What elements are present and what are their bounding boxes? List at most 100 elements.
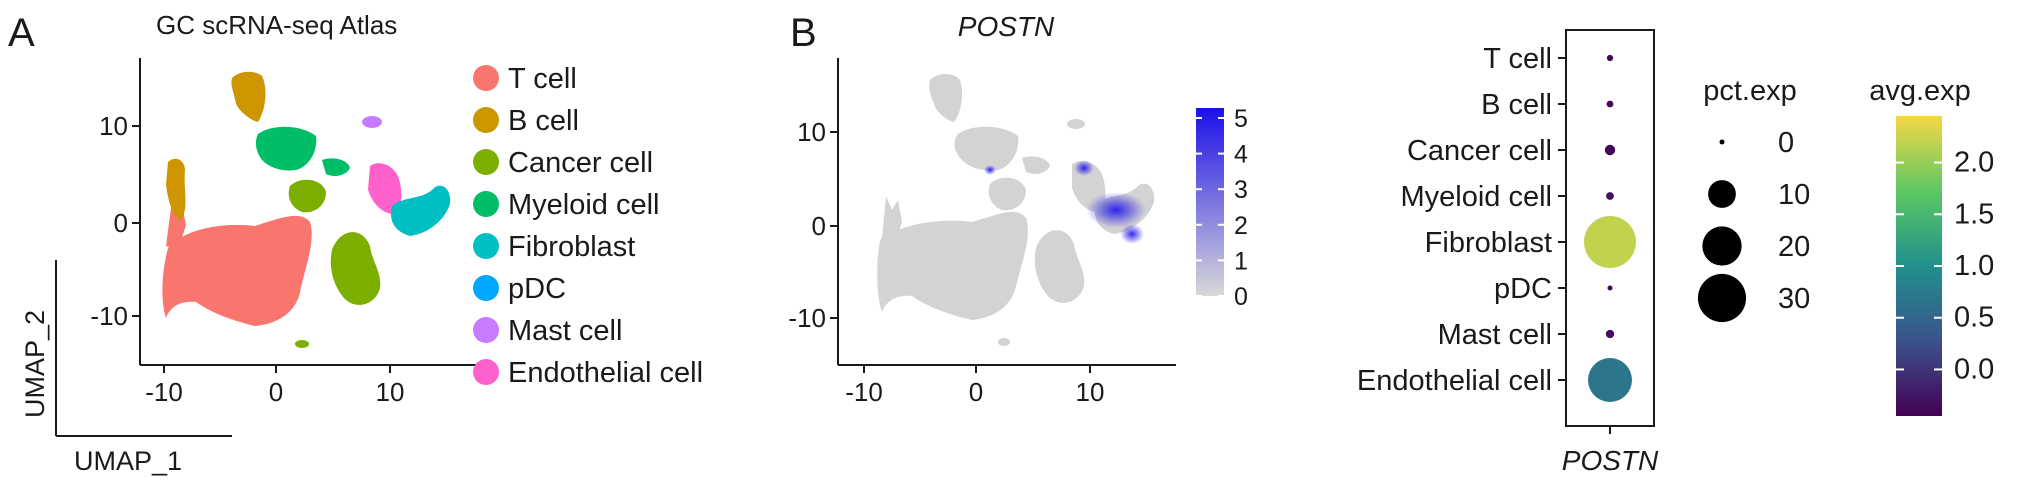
dot-mark	[1607, 285, 1613, 291]
avg-exp-tick-label: 0.5	[1954, 302, 1994, 334]
feature-y-ticks: 10 0 -10	[788, 117, 838, 333]
dot-plot-rows: T cell B cell Cancer cell Myeloid cell Fibro…	[1357, 43, 1636, 402]
legend-swatch	[473, 65, 499, 91]
feature-colorbar: 0 1 2 3 4 5	[1196, 105, 1248, 311]
panel-letter-b: B	[790, 11, 817, 55]
postn-expression-cluster	[1120, 224, 1144, 244]
colorbar-tick-label: 1	[1234, 247, 1248, 275]
dot-y-tick-label: Endothelial cell	[1357, 365, 1552, 397]
legend-swatch	[473, 275, 499, 301]
colorbar-tick-label: 4	[1234, 141, 1248, 169]
postn-expression-cluster	[1086, 192, 1146, 228]
dot-y-tick-label: pDC	[1494, 273, 1552, 305]
postn-expression-cluster	[984, 165, 996, 175]
panel-b: B POSTN -10 0 1	[788, 11, 1248, 407]
legend-label: Mast cell	[508, 315, 622, 347]
cluster-endothelial	[368, 163, 402, 214]
feature-blob	[988, 177, 1026, 211]
colorbar-tick-label: 0	[1234, 283, 1248, 311]
pct-exp-legend-dot	[1702, 226, 1742, 266]
legend-label: Fibroblast	[508, 231, 635, 263]
legend-swatch	[473, 191, 499, 217]
cluster-mast-cell	[362, 116, 382, 128]
cluster-b-cell-top	[231, 71, 266, 122]
colorbar-tick-label: 5	[1234, 105, 1248, 133]
cluster-cancer-small	[295, 340, 309, 348]
feature-blob	[929, 74, 962, 122]
dot-y-tick-label: Myeloid cell	[1401, 181, 1553, 213]
umap-x-axis-title: UMAP_1	[74, 446, 182, 476]
y-tick-label: 10	[797, 117, 826, 147]
dot-mark	[1606, 100, 1614, 108]
avg-exp-tick-label: 1.0	[1954, 250, 1994, 282]
avg-exp-tick-label: 1.5	[1954, 198, 1994, 230]
avg-exp-legend-title: avg.exp	[1869, 75, 1971, 107]
dot-y-tick-label: T cell	[1483, 43, 1552, 75]
legend-swatch	[473, 359, 499, 385]
legend-label: T cell	[508, 63, 577, 95]
dot-mark	[1605, 329, 1615, 339]
feature-blob	[882, 196, 902, 246]
pct-exp-legend-dot	[1697, 273, 1747, 323]
panel-a: A GC scRNA-seq Atlas -10 0 10	[8, 10, 703, 476]
x-tick-label: 10	[376, 377, 405, 407]
umap-title: GC scRNA-seq Atlas	[156, 10, 397, 40]
dot-y-tick-label: Mast cell	[1438, 319, 1552, 351]
feature-blob	[1034, 230, 1085, 303]
feature-colorbar-ticks: 0 1 2 3 4 5	[1196, 105, 1248, 311]
avg-exp-tick-label: 2.0	[1954, 147, 1994, 179]
y-tick-label: 10	[99, 111, 128, 141]
dot-mark	[1606, 192, 1614, 200]
pct-exp-legend-items: 0 10 20 30	[1697, 127, 1810, 323]
feature-colorbar-gradient	[1196, 108, 1224, 296]
feature-blob	[998, 338, 1010, 346]
avg-exp-tick-label: 0.0	[1954, 353, 1994, 385]
pct-exp-legend-label: 20	[1778, 231, 1810, 263]
colorbar-tick-label: 2	[1234, 212, 1248, 240]
dot-mark	[1604, 144, 1616, 156]
feature-blob	[877, 211, 1028, 320]
umap-y-axis-title: UMAP_2	[20, 310, 50, 418]
feature-plot-title: POSTN	[958, 11, 1055, 42]
feature-blob	[1022, 156, 1050, 174]
dot-mark	[1588, 358, 1632, 402]
dot-y-tick-label: Cancer cell	[1407, 135, 1552, 167]
legend-swatch	[473, 107, 499, 133]
dot-y-tick-label: Fibroblast	[1425, 227, 1552, 259]
dot-mark	[1584, 216, 1636, 268]
y-tick-label: 0	[812, 211, 826, 241]
y-tick-label: -10	[90, 301, 128, 331]
cluster-myeloid-right	[322, 158, 350, 176]
cluster-b-cell-left	[166, 158, 186, 220]
legend-label: B cell	[508, 105, 579, 137]
feature-plot-expression	[984, 160, 1146, 244]
umap-clusters	[162, 71, 451, 348]
dot-y-tick-label: B cell	[1481, 89, 1552, 121]
x-tick-label: 0	[269, 377, 283, 407]
x-tick-label: 0	[969, 377, 983, 407]
umap-x-ticks: -10 0 10	[145, 365, 404, 407]
pct-exp-legend-label: 0	[1778, 127, 1794, 159]
legend-label: pDC	[508, 273, 566, 305]
panel-letter-a: A	[8, 11, 35, 55]
umap-y-ticks: 10 0 -10	[90, 111, 140, 331]
dot-plot-x-label: POSTN	[1562, 445, 1659, 476]
umap-legend: T cell B cell Cancer cell Myeloid cell Fibro…	[473, 63, 703, 389]
dot-plot: T cell B cell Cancer cell Myeloid cell Fibro…	[1357, 29, 1994, 476]
y-tick-label: -10	[788, 303, 826, 333]
feature-x-ticks: -10 0 10	[845, 365, 1104, 407]
legend-swatch	[473, 149, 499, 175]
cluster-myeloid	[255, 126, 317, 171]
legend-swatch	[473, 233, 499, 259]
cluster-cancer-upper	[288, 179, 326, 213]
pct-exp-legend: pct.exp 0 10 20 30	[1697, 75, 1810, 323]
cluster-cancer-lower	[330, 232, 381, 305]
avg-exp-legend: avg.exp 0.0 0.5 1.0 1.5 2.0	[1869, 75, 1994, 416]
cluster-t-cell	[162, 215, 312, 326]
pct-exp-legend-title: pct.exp	[1703, 75, 1797, 107]
pct-exp-legend-label: 30	[1778, 283, 1810, 315]
avg-exp-colorbar-ticks: 0.0 0.5 1.0 1.5 2.0	[1896, 147, 1994, 385]
pct-exp-legend-label: 10	[1778, 179, 1810, 211]
legend-label: Endothelial cell	[508, 357, 703, 389]
